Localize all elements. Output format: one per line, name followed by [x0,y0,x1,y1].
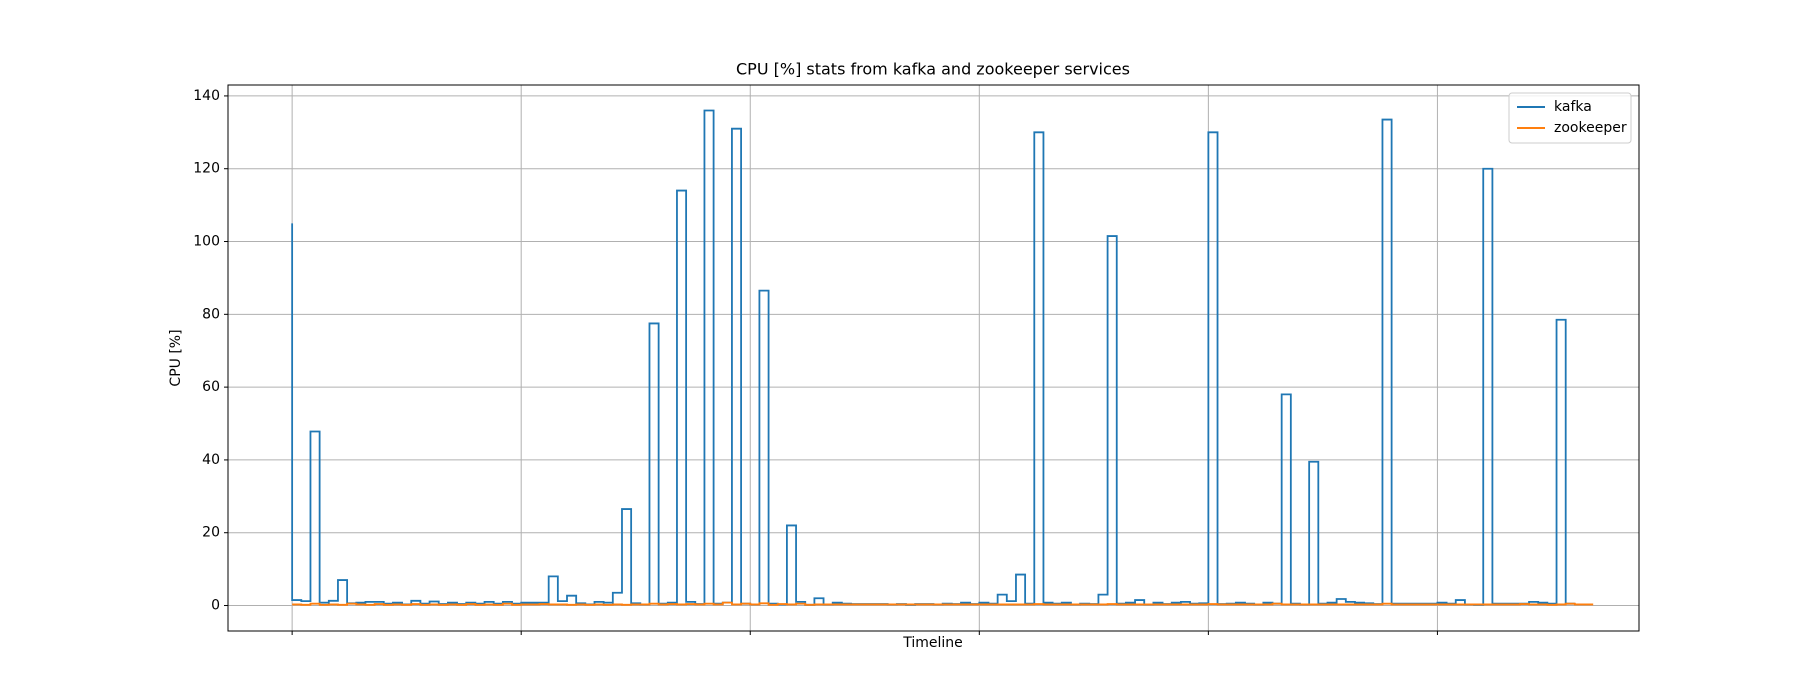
y-tick-label: 80 [202,306,220,322]
legend-label: kafka [1554,99,1592,115]
y-tick-label: 0 [211,598,220,614]
y-tick-label: 60 [202,379,220,395]
x-axis-label: Timeline [902,635,963,651]
legend-label: zookeeper [1554,120,1627,136]
data-line [292,601,1594,606]
y-tick-label: 140 [193,88,220,104]
y-tick-label: 20 [202,525,220,541]
y-tick-label: 40 [202,452,220,468]
y-tick-label: 100 [193,234,220,250]
plot-frame [227,84,1640,632]
y-axis-label: CPU [%] [168,329,184,386]
legend-box [1508,92,1632,144]
data-line [291,109,1575,606]
y-tick-label: 120 [193,161,220,177]
chart-title: CPU [%] stats from kafka and zookeeper s… [736,60,1130,79]
